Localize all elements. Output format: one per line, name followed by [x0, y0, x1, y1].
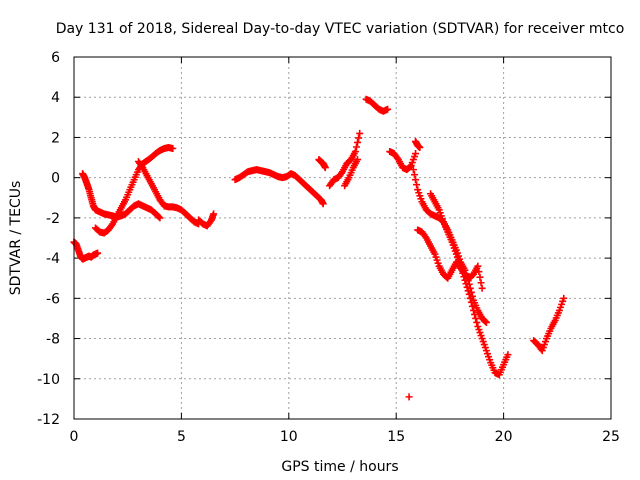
series-arc10	[362, 95, 392, 115]
data-point	[352, 143, 360, 151]
series-arc9	[341, 156, 362, 190]
x-tick-label: 5	[177, 429, 186, 445]
data-point	[462, 280, 470, 288]
data-point	[354, 156, 362, 164]
data-point	[474, 262, 482, 270]
data-point	[457, 262, 465, 270]
y-tick-label: -6	[46, 291, 60, 307]
data-point	[471, 310, 479, 318]
series-arc3	[91, 144, 177, 237]
data-point	[108, 221, 116, 229]
x-tick-label: 15	[387, 429, 405, 445]
series-arc4	[134, 158, 203, 228]
data-point	[156, 214, 164, 222]
y-tick-label: -4	[46, 251, 60, 267]
y-tick-label: 2	[51, 130, 60, 146]
data-point	[475, 268, 483, 276]
data-point	[356, 129, 364, 137]
y-tick-label: -10	[37, 372, 60, 388]
x-tick-label: 10	[280, 429, 298, 445]
data-point	[458, 266, 466, 274]
y-tick-label: -12	[37, 412, 60, 428]
tick-labels: 0 5 10 15 20 25 -12 -10 -8 -6 -4 -2 0 2 4 6	[37, 50, 620, 445]
data-point	[138, 162, 146, 170]
data-point	[337, 169, 345, 177]
series-arc12	[412, 137, 424, 151]
y-axis-label: SDTVAR / TECUs	[8, 181, 24, 296]
axis-ticks	[73, 56, 612, 420]
data-point	[463, 283, 471, 291]
data-point	[384, 105, 392, 113]
data-point	[477, 279, 485, 287]
data-point	[459, 269, 467, 277]
data-point	[470, 306, 478, 314]
series-arc6	[231, 166, 327, 208]
data-point	[319, 200, 327, 208]
data-point	[410, 171, 418, 179]
data-points	[70, 95, 568, 401]
x-axis-label: GPS time / hours	[281, 459, 398, 475]
data-point	[504, 351, 512, 359]
y-tick-label: 4	[51, 90, 60, 106]
plot-frame	[73, 56, 612, 420]
chart-title: Day 131 of 2018, Sidereal Day-to-day VTE…	[56, 21, 625, 37]
series-arc16	[530, 294, 568, 355]
series-arc1	[70, 238, 102, 263]
data-point	[466, 294, 474, 302]
data-point	[468, 302, 476, 310]
data-point	[94, 249, 102, 257]
data-point	[416, 144, 424, 151]
data-point	[473, 318, 481, 326]
data-point	[409, 166, 417, 174]
data-point	[472, 314, 480, 322]
data-point	[405, 393, 413, 401]
series-arc11	[386, 148, 420, 174]
data-point	[560, 294, 568, 302]
data-point	[481, 317, 489, 325]
x-tick-label: 20	[495, 429, 513, 445]
data-point	[169, 145, 177, 153]
data-point	[210, 210, 218, 218]
series-arc7	[315, 156, 329, 172]
data-point	[355, 134, 363, 142]
data-point	[412, 150, 420, 158]
series-arc5	[195, 210, 218, 230]
data-point	[465, 290, 473, 298]
data-point	[464, 287, 472, 295]
data-point	[476, 273, 484, 281]
series-arc13	[405, 166, 490, 401]
data-point	[461, 276, 469, 284]
data-point	[478, 284, 486, 292]
x-tick-label: 0	[70, 429, 79, 445]
series-arc15	[427, 190, 512, 379]
grid-lines	[74, 57, 611, 419]
data-point	[354, 138, 362, 146]
series-arc8	[326, 129, 364, 190]
data-point	[321, 164, 329, 172]
data-point	[412, 176, 420, 184]
data-point	[467, 298, 475, 306]
data-point	[351, 148, 359, 156]
data-point	[393, 154, 401, 162]
x-tick-label: 25	[602, 429, 620, 445]
data-point	[413, 181, 421, 189]
data-point	[482, 318, 490, 326]
data-point	[421, 232, 429, 240]
data-point	[155, 213, 163, 221]
y-tick-label: -8	[46, 332, 60, 348]
data-point	[460, 273, 468, 281]
y-tick-label: 0	[51, 171, 60, 187]
y-tick-label: -2	[46, 211, 60, 227]
y-tick-label: 6	[51, 50, 60, 66]
